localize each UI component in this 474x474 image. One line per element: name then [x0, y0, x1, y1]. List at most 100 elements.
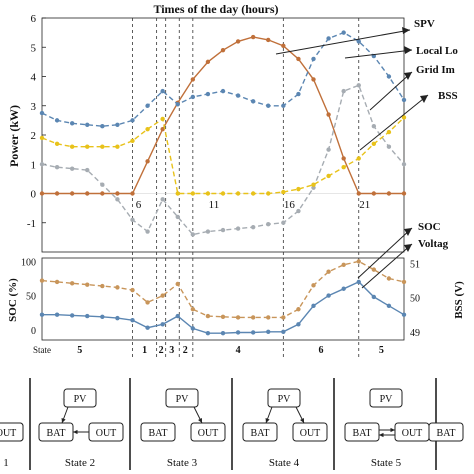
grid-import-series-point [326, 147, 331, 152]
spv-series-point [69, 191, 75, 196]
soc-series-point [326, 293, 331, 298]
output-node-label: OUT [0, 428, 16, 439]
soc-series-point [160, 322, 165, 327]
bss-series-point [266, 191, 271, 196]
battery-node-box [344, 422, 380, 442]
local-load-series-line [41, 31, 405, 127]
grid-import-series-point [205, 229, 211, 234]
grid-import-series-point [100, 182, 105, 187]
output-node-box [190, 422, 226, 442]
pv-node-box [369, 388, 403, 408]
voltage-y-tick-label: 50 [410, 294, 420, 305]
power-axis-label: Power (kW) [7, 105, 21, 167]
bat-to-out-arrow-head [390, 427, 395, 433]
soc-y-tick-label: 0 [31, 326, 36, 337]
soc-series-point [145, 325, 150, 330]
pv-to-out-arrow-head [198, 418, 202, 423]
bss-series-line [41, 116, 405, 195]
battery-node-label: BAT [251, 428, 270, 439]
voltage-series-point [115, 285, 120, 290]
pv-node-label: PV [380, 394, 394, 405]
pv-node-box [63, 388, 97, 408]
output-node-label: OUT [300, 428, 321, 439]
soc-series-point [115, 315, 120, 321]
state-panel-title: State 3 [167, 457, 198, 469]
grid-import-series-point [115, 197, 120, 202]
spv-series-point [130, 191, 135, 196]
local-load-series-point [205, 91, 211, 97]
arrowhead-bss [420, 95, 428, 103]
grid-import-series-point [386, 144, 392, 149]
arrowhead-spv [402, 27, 410, 34]
grid-import-series-point [85, 167, 90, 173]
voltage-series-point [250, 315, 256, 320]
bss-series-point [296, 186, 301, 192]
voltage-series-point [160, 293, 165, 298]
output-node-box [292, 422, 328, 442]
grid-import-series-line [41, 84, 405, 236]
power-y-tick-label: 2 [31, 130, 37, 142]
power-y-tick-label: 4 [31, 72, 37, 84]
soc-series-point [266, 329, 271, 334]
power-y-ticks: 6 5 4 3 2 1 0 -1 [27, 13, 46, 230]
grid-import-series-point [220, 227, 226, 233]
hour-x-ticks: 6 11 16 21 [136, 199, 371, 211]
spv-series-point [326, 112, 331, 117]
legend-callouts: SPV Local Lo Grid Im BSS SOC Voltag [275, 18, 458, 289]
output-node-label: OUT [198, 428, 219, 439]
bss-voltage-axis-label: BSS (V) [453, 281, 465, 319]
output-node-label: OUT [96, 428, 117, 439]
soc-series-point [235, 330, 241, 335]
local-load-series-point [386, 74, 392, 79]
voltage-series-point [311, 283, 316, 288]
power-series [39, 30, 407, 237]
bss-series-point [54, 141, 60, 146]
spv-series-point [39, 191, 45, 196]
local-load-series-point [356, 39, 361, 44]
grid-import-series-point [235, 226, 241, 231]
soc-series-point [69, 313, 75, 318]
bss-series-point [69, 144, 75, 149]
bss-series-point [175, 191, 180, 196]
figure-title: Times of the day (hours) [153, 2, 278, 16]
spv-series-point [85, 191, 90, 196]
power-y-tick-label: 5 [31, 42, 37, 54]
voltage-series-point [39, 278, 45, 283]
local-load-series-point [100, 124, 105, 129]
battery-node-label: BAT [437, 428, 456, 439]
soc-series-point [386, 303, 392, 309]
grid-import-series-point [69, 166, 75, 171]
pv-to-out-arrow-head [300, 418, 304, 423]
soc-series [39, 259, 407, 336]
state-panel-title: State 5 [371, 457, 402, 469]
spv-series-point [356, 191, 361, 196]
grid-import-series-point [341, 88, 346, 94]
soc-series-point [401, 312, 407, 317]
state-row-label: State [33, 345, 51, 355]
soc-series-point [100, 314, 105, 319]
local-load-series-point [326, 36, 331, 41]
pv-node-box [165, 388, 199, 408]
hour-tick-label: 21 [359, 199, 370, 211]
leader-spv [275, 29, 411, 55]
spv-series-point [401, 191, 407, 196]
voltage-y-tick-label: 49 [410, 328, 420, 339]
voltage-series-point [266, 315, 271, 320]
spv-series-point [281, 43, 286, 48]
soc-y-tick-label: 100 [21, 257, 36, 268]
hour-tick-label: 16 [284, 199, 296, 211]
local-load-series-point [281, 103, 286, 108]
voltage-series-point [235, 315, 241, 320]
voltage-series-point [205, 313, 211, 319]
legend-soc: SOC [418, 221, 441, 233]
state-number: 1 [142, 345, 147, 356]
pv-node-box [267, 388, 301, 408]
grid-import-series-point [175, 214, 180, 220]
voltage-series-point [175, 281, 180, 287]
arrowhead-soc [404, 228, 412, 236]
bss-series-point [356, 156, 361, 161]
power-y-tick-label: 3 [31, 101, 37, 113]
soc-series-point [356, 279, 361, 285]
spv-series-point [100, 191, 105, 196]
